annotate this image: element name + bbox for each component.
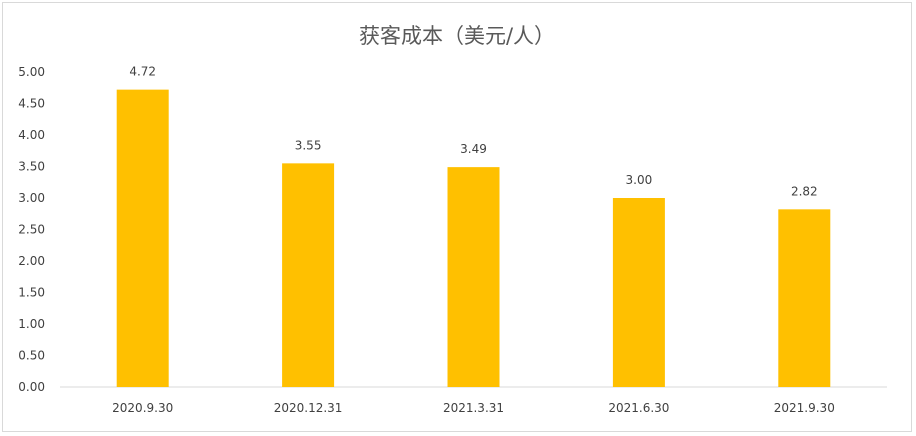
y-tick-label: 2.00 <box>18 254 45 268</box>
y-tick-label: 1.00 <box>18 317 45 331</box>
data-label: 3.00 <box>626 173 653 187</box>
bar <box>282 163 335 387</box>
y-tick-label: 4.00 <box>18 128 45 142</box>
data-label: 3.49 <box>460 142 487 156</box>
data-label: 3.55 <box>295 138 322 152</box>
x-axis: 2020.9.30 2020.12.31 2021.3.31 2021.6.30 202… <box>60 386 887 415</box>
bar <box>612 198 665 387</box>
bar <box>116 89 169 387</box>
bars <box>116 89 831 387</box>
data-label: 4.72 <box>129 65 156 79</box>
y-tick-label: 3.00 <box>18 191 45 205</box>
x-tick-label: 2020.12.31 <box>274 401 343 415</box>
x-tick-label: 2021.6.30 <box>608 401 669 415</box>
data-label: 2.82 <box>791 184 818 198</box>
y-tick-label: 0.00 <box>18 380 45 394</box>
y-tick-label: 3.50 <box>18 160 45 174</box>
chart-title: 获客成本（美元/人） <box>359 24 555 48</box>
y-tick-label: 0.50 <box>18 349 45 363</box>
bar-chart: 获客成本（美元/人） 0.00 0.50 1.00 1.50 2.00 2.50 3.00 3… <box>18 24 887 415</box>
y-tick-label: 5.00 <box>18 65 45 79</box>
y-tick-label: 4.50 <box>18 97 45 111</box>
chart-frame: 获客成本（美元/人） 0.00 0.50 1.00 1.50 2.00 2.50 3.00 3… <box>2 2 912 432</box>
bar <box>447 167 500 387</box>
data-labels: 4.72 3.55 3.49 3.00 2.82 <box>129 65 817 199</box>
bar <box>778 209 831 387</box>
x-tick-label: 2020.9.30 <box>112 401 173 415</box>
x-tick-label: 2021.9.30 <box>774 401 835 415</box>
y-tick-label: 1.50 <box>18 286 45 300</box>
y-tick-label: 2.50 <box>18 223 45 237</box>
y-axis: 0.00 0.50 1.00 1.50 2.00 2.50 3.00 3.50 4.00 4.50… <box>18 65 45 394</box>
x-tick-label: 2021.3.31 <box>443 401 504 415</box>
